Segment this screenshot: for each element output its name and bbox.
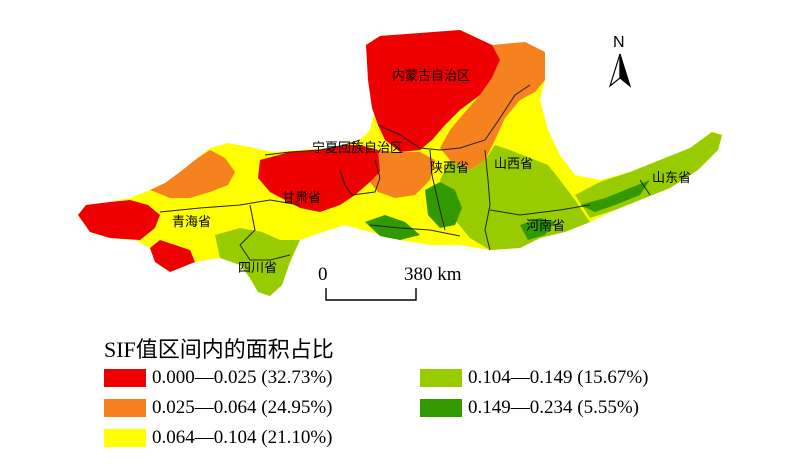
province-label: 陕西省 <box>430 161 469 176</box>
zone-lightgreen-sichuan <box>215 228 300 296</box>
zone-orange-qinghai-north <box>150 150 235 198</box>
zone-orange-east <box>440 42 545 170</box>
legend-item: 0.000—0.025 (32.73%) <box>104 366 332 390</box>
zone-darkgreen-shaanxi <box>425 182 462 228</box>
province-label: 内蒙古自治区 <box>392 68 470 84</box>
legend-swatch <box>104 369 146 387</box>
legend-item: 0.064—0.104 (21.10%) <box>104 426 332 450</box>
north-arrow-icon <box>608 53 632 88</box>
legend-swatch <box>104 399 146 417</box>
scale-bar <box>325 288 417 301</box>
legend-label: 0.064—0.104 (21.10%) <box>152 427 333 448</box>
legend-title: SIF值区间内的面积占比 <box>104 337 334 362</box>
legend-item: 0.025—0.064 (24.95%) <box>104 396 332 420</box>
province-label: 河南省 <box>526 218 565 234</box>
province-boundaries <box>159 84 651 261</box>
zone-orange-center <box>370 150 435 198</box>
zone-red-gansu <box>258 145 390 212</box>
legend-item: 0.104—0.149 (15.67%) <box>420 366 648 390</box>
zone-darkgreen-east <box>580 180 650 212</box>
legend-label: 0.000—0.025 (32.73%) <box>152 367 333 388</box>
north-arrow-label: N <box>613 34 625 51</box>
province-label: 四川省 <box>238 261 277 276</box>
zone-darkgreen-henan <box>520 218 555 240</box>
zone-red-north <box>366 30 510 152</box>
yellow-river-basin-map: 内蒙古自治区 宁夏回族自治区 陕西省 山西省 甘肃省 青海省 山东省 河南省 四… <box>78 30 722 296</box>
legend-label: 0.025—0.064 (24.95%) <box>152 397 333 418</box>
province-label: 山东省 <box>652 171 691 186</box>
legend-swatch <box>420 369 462 387</box>
province-label: 青海省 <box>172 215 211 230</box>
zone-red-southwest <box>150 240 195 272</box>
legend-label: 0.149—0.234 (5.55%) <box>468 397 639 418</box>
province-label: 山西省 <box>494 157 533 172</box>
legend-swatch <box>104 429 146 447</box>
scale-start-label: 0 <box>318 264 328 285</box>
scale-end-label: 380 km <box>404 264 462 285</box>
province-label: 宁夏回族自治区 <box>312 140 403 156</box>
zone-red-west <box>78 200 160 240</box>
legend-label: 0.104—0.149 (15.67%) <box>468 367 649 388</box>
province-label: 甘肃省 <box>282 191 321 206</box>
legend-swatch <box>420 399 462 417</box>
legend-item: 0.149—0.234 (5.55%) <box>420 396 639 420</box>
